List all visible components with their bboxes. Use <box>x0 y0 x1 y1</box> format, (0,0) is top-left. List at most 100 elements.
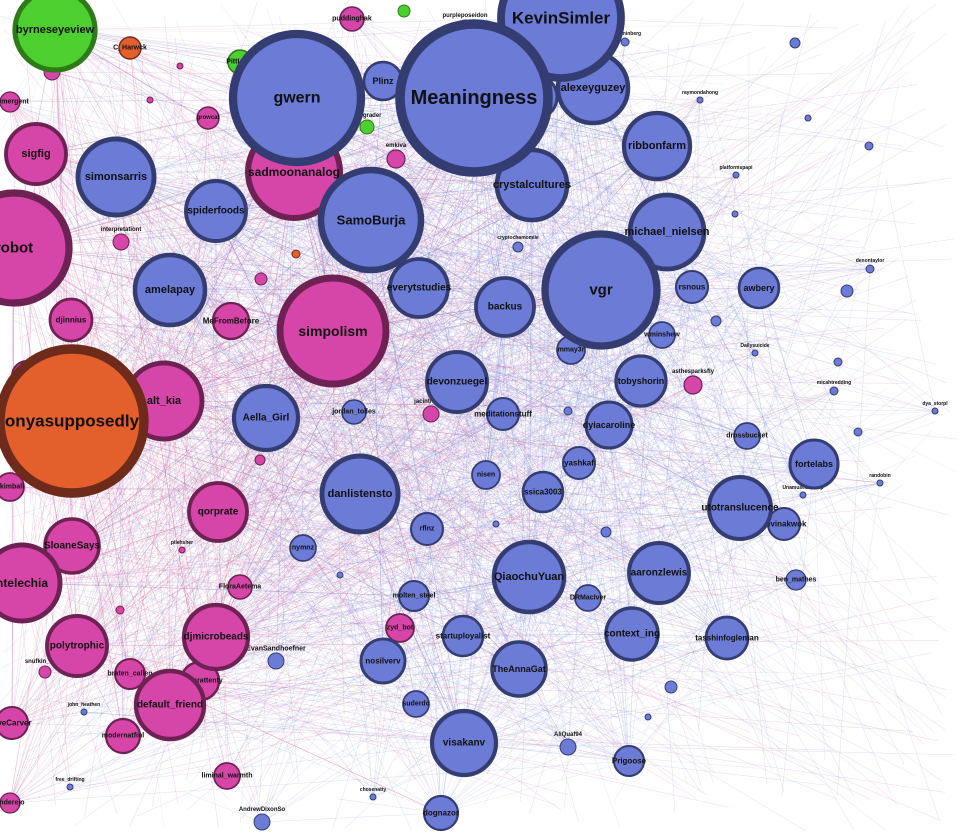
node-prigoose[interactable]: Prigoose <box>612 745 647 777</box>
node-circle[interactable] <box>707 475 773 541</box>
node-robot[interactable]: robot <box>0 189 73 307</box>
node-drossbucket[interactable]: drossbucket <box>726 422 768 450</box>
node-evansandhoefner[interactable]: EvanSandhoefner <box>246 646 306 670</box>
node-jacinthethet[interactable]: jacinthethet <box>413 399 448 423</box>
node-nisen[interactable]: nisen <box>471 460 501 490</box>
node-qiaochuyuan[interactable]: QiaochuYuan <box>491 539 567 615</box>
node-circle[interactable] <box>704 615 750 661</box>
node-circle[interactable] <box>112 233 130 251</box>
node-backus[interactable]: backus <box>474 276 536 338</box>
node-raymondahong[interactable]: raymondahong <box>682 90 718 104</box>
node-chosenatty[interactable]: chosenatty <box>360 787 387 801</box>
node-djinnius[interactable]: djinnius <box>48 297 94 343</box>
node-ovecarver[interactable]: oveCarver <box>0 705 32 741</box>
node-john-heathen[interactable]: john_heathen <box>67 702 101 716</box>
node-circle[interactable] <box>620 37 630 47</box>
node-aella-girl[interactable]: Aella_Girl <box>231 383 301 453</box>
node-visakanv[interactable]: visakanv <box>429 708 499 778</box>
node-snufkin-smus[interactable]: snufkin_smus <box>25 659 66 679</box>
node-circle[interactable] <box>471 460 501 490</box>
node-circle[interactable] <box>627 192 707 272</box>
node-danlistensto[interactable]: danlistensto <box>319 453 401 535</box>
node-yashkaf[interactable]: yashkaf <box>561 445 597 481</box>
node-dognazor[interactable]: dognazor <box>422 794 460 832</box>
node-simpolism[interactable]: simpolism <box>276 274 390 388</box>
node-rsnous[interactable]: rsnous <box>674 269 710 305</box>
node-puddinghak[interactable]: puddinghak <box>332 6 372 32</box>
node-circle[interactable] <box>38 665 52 679</box>
node-aaronzlewis[interactable]: aaronzlewis <box>627 541 691 605</box>
node-circle[interactable] <box>289 534 317 562</box>
node-patterninberg[interactable]: patterninberg <box>609 31 641 47</box>
node-pellgrader[interactable]: pellgrader <box>352 113 382 135</box>
node-cryptochamomile[interactable]: cryptochamomile <box>497 235 539 253</box>
node-polytrophic[interactable]: polytrophic <box>45 614 109 678</box>
node-context-ing[interactable]: context_ing <box>604 606 660 662</box>
node-startuployalist[interactable]: startuployalist <box>436 614 491 658</box>
node-circle[interactable] <box>490 640 548 698</box>
node-ykimball[interactable]: ykimball <box>0 472 25 502</box>
node-anderejo[interactable]: anderejo <box>0 792 25 814</box>
node-ssica3003[interactable]: ssica3003 <box>521 470 565 514</box>
node-circle[interactable] <box>429 708 499 778</box>
node-circle[interactable] <box>43 517 101 575</box>
node-pilehsher[interactable]: pilehsher <box>171 540 193 554</box>
node-circle[interactable] <box>785 569 807 591</box>
node-simonsarris[interactable]: simonsarris <box>75 136 157 218</box>
node-amelapay[interactable]: amelapay <box>132 252 208 328</box>
node-circle[interactable] <box>0 91 21 113</box>
node-micahtredding[interactable]: micahtredding <box>817 380 851 396</box>
node-liminal-warmth[interactable]: liminal_warmth <box>202 762 253 790</box>
node-circle[interactable] <box>319 453 401 535</box>
node-circle[interactable] <box>104 717 142 755</box>
node-circle[interactable] <box>788 438 840 490</box>
node-circle[interactable] <box>574 584 602 612</box>
node-utotranslucence[interactable]: utotranslucence <box>701 475 779 541</box>
node-circle[interactable] <box>385 613 415 643</box>
node-circle[interactable] <box>737 266 781 310</box>
node-byrneseyeview[interactable]: byrneseyeview <box>12 0 98 73</box>
node-circle[interactable] <box>829 386 839 396</box>
node-rflnz[interactable]: rflnz <box>409 511 445 547</box>
node-modernatfinl[interactable]: modernatfinl <box>102 717 144 755</box>
node-circle[interactable] <box>276 274 390 388</box>
node-circle[interactable] <box>422 794 460 832</box>
node-awbery[interactable]: awbery <box>737 266 781 310</box>
node-circle[interactable] <box>541 230 661 350</box>
node-circle[interactable] <box>178 546 186 554</box>
node-dya-storpl[interactable]: dya_storpl <box>922 401 948 415</box>
node-andrewdixonso[interactable]: AndrewDixonSo <box>239 807 286 831</box>
node-drmaciver[interactable]: DRMacIver <box>570 584 606 612</box>
node-circle[interactable] <box>267 652 285 670</box>
node-circle[interactable] <box>369 793 377 801</box>
node-circle[interactable] <box>4 122 68 186</box>
node-braten-callen[interactable]: braten_callen <box>107 658 153 690</box>
node-circle[interactable] <box>733 422 761 450</box>
node-circle[interactable] <box>184 179 248 243</box>
node-nymnz[interactable]: nymnz <box>289 534 317 562</box>
node-sloanesays[interactable]: SloaneSays <box>43 517 101 575</box>
node-circle[interactable] <box>561 445 597 481</box>
node-zyd-bot[interactable]: zyd_bot <box>385 613 415 643</box>
node-circle[interactable] <box>386 149 406 169</box>
node-mefrombefore[interactable]: MeFromBefore <box>203 301 260 341</box>
node-circle[interactable] <box>187 481 249 543</box>
node-circle[interactable] <box>196 106 220 130</box>
node-circle[interactable] <box>48 297 94 343</box>
node-circle[interactable] <box>402 690 430 718</box>
node-circle[interactable] <box>75 136 157 218</box>
node-aliquaf94[interactable]: AliQuaf94 <box>554 732 583 756</box>
node-wminshew[interactable]: wminshew <box>643 321 680 349</box>
node-circle[interactable] <box>0 189 73 307</box>
node-platformspapi[interactable]: platformspapi <box>719 165 753 179</box>
node-default-friend[interactable]: default_friend <box>133 668 207 742</box>
node-circle[interactable] <box>422 405 440 423</box>
node-circle[interactable] <box>485 396 521 432</box>
node-circle[interactable] <box>388 257 450 319</box>
node-free-drifting[interactable]: free_drifting <box>55 777 85 791</box>
node-circle[interactable] <box>359 637 407 685</box>
node-emkiva[interactable]: emkiva <box>386 143 407 169</box>
node-onyasupposedly[interactable]: onyasupposedly <box>0 344 149 498</box>
node-circle[interactable] <box>0 344 149 498</box>
node-circle[interactable] <box>521 470 565 514</box>
